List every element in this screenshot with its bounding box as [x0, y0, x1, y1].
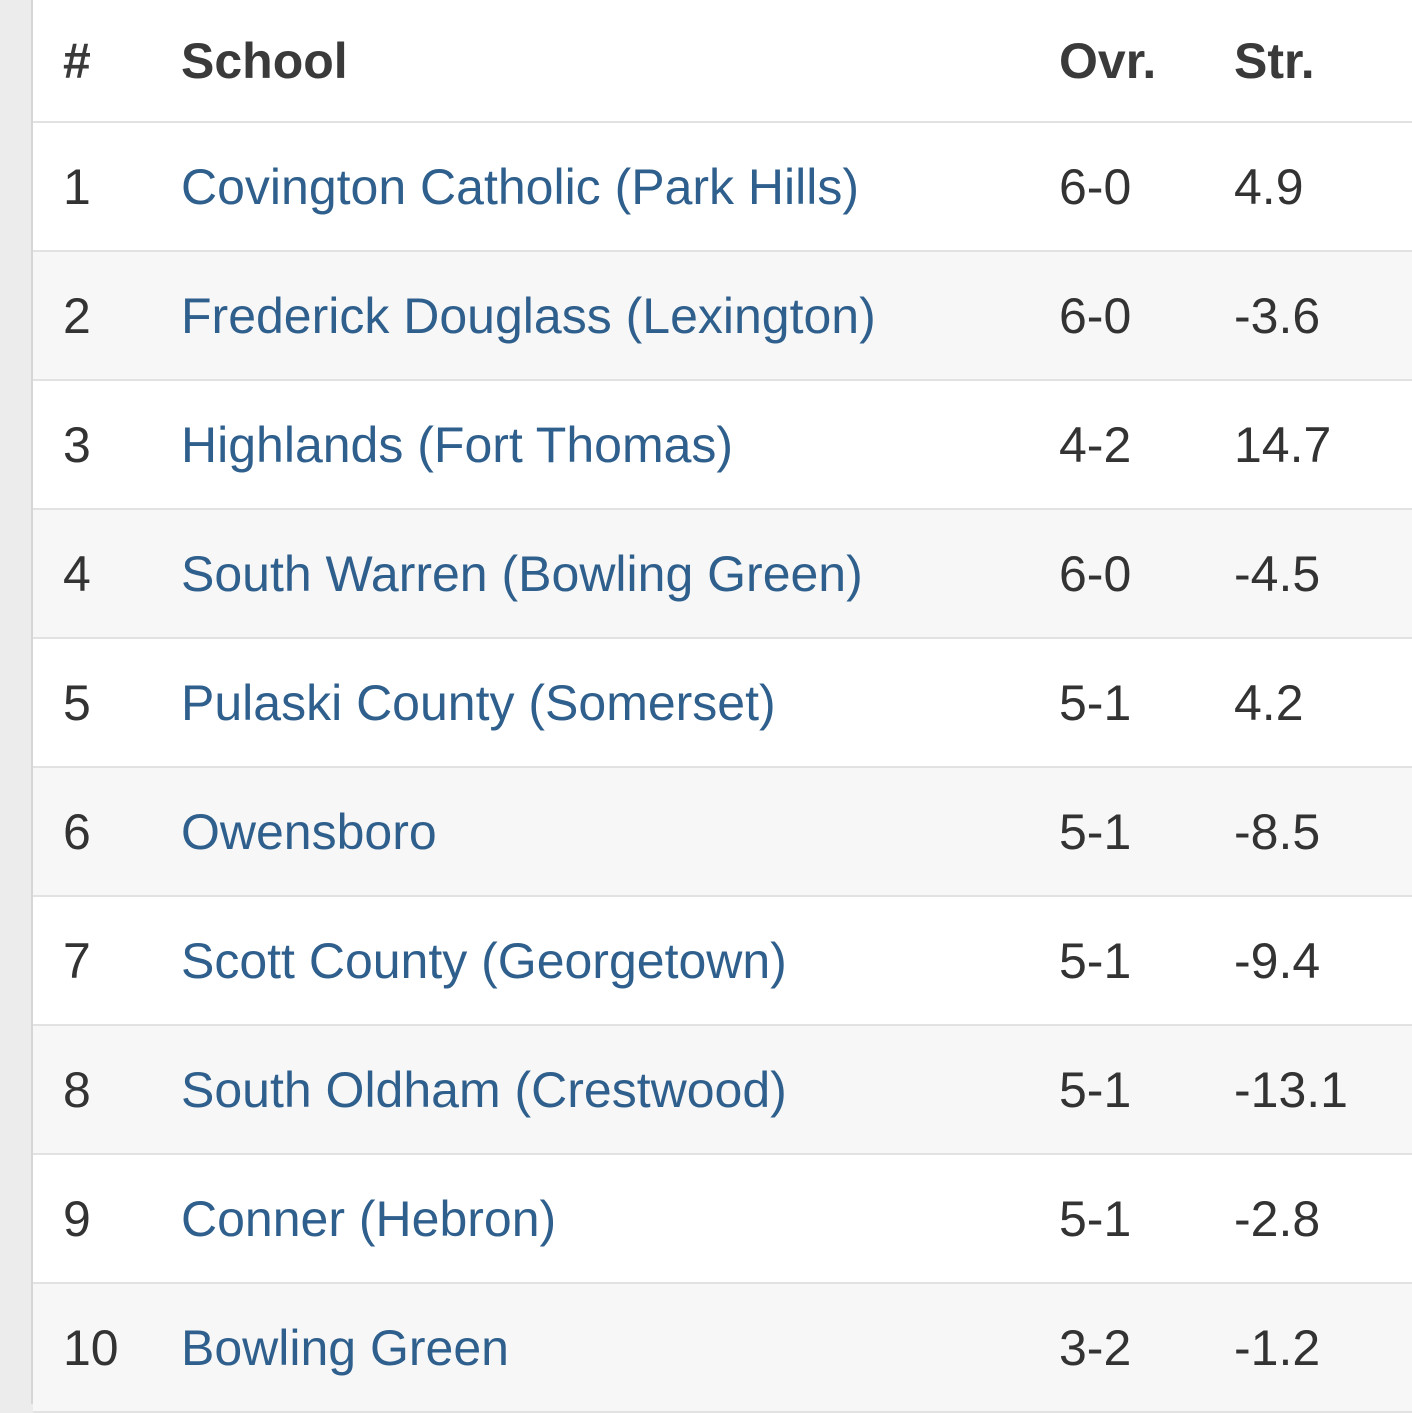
record-header: Ovr. [1059, 32, 1157, 89]
record: 5-1 [1059, 932, 1132, 989]
record: 5-1 [1059, 674, 1132, 731]
rank: 2 [63, 287, 91, 344]
school-link[interactable]: Covington Catholic (Park Hills) [181, 158, 860, 215]
rank: 1 [63, 158, 91, 215]
table-row: 7 Scott County (Georgetown) 5-1 -9.4 [33, 897, 1412, 1026]
strength: -8.5 [1234, 803, 1321, 860]
school-link[interactable]: South Warren (Bowling Green) [181, 545, 863, 602]
record: 5-1 [1059, 803, 1132, 860]
school-link[interactable]: Pulaski County (Somerset) [181, 674, 776, 731]
school-link[interactable]: Owensboro [181, 803, 437, 860]
record: 3-2 [1059, 1319, 1132, 1376]
table-row: 2 Frederick Douglass (Lexington) 6-0 -3.6 [33, 252, 1412, 381]
table-row: 3 Highlands (Fort Thomas) 4-2 14.7 [33, 381, 1412, 510]
strength: 14.7 [1234, 416, 1332, 473]
record: 5-1 [1059, 1061, 1132, 1118]
record: 6-0 [1059, 545, 1132, 602]
rank: 6 [63, 803, 91, 860]
rank-header: # [63, 32, 91, 89]
strength: -3.6 [1234, 287, 1321, 344]
school-link[interactable]: Scott County (Georgetown) [181, 932, 787, 989]
table-row: 5 Pulaski County (Somerset) 5-1 4.2 [33, 639, 1412, 768]
strength-header: Str. [1234, 32, 1315, 89]
school-link[interactable]: Bowling Green [181, 1319, 509, 1376]
school-link[interactable]: South Oldham (Crestwood) [181, 1061, 787, 1118]
record: 4-2 [1059, 416, 1132, 473]
strength: -13.1 [1234, 1061, 1348, 1118]
rankings-table: # School Ovr. Str. 1 Covington Catholic (Park… [31, 0, 1412, 1413]
rank: 3 [63, 416, 91, 473]
rank: 10 [63, 1319, 119, 1376]
table-row: 6 Owensboro 5-1 -8.5 [33, 768, 1412, 897]
header-row: # School Ovr. Str. [33, 0, 1412, 123]
school-link[interactable]: Conner (Hebron) [181, 1190, 557, 1247]
strength: 4.9 [1234, 158, 1304, 215]
strength: -1.2 [1234, 1319, 1321, 1376]
rank: 4 [63, 545, 91, 602]
school-header: School [181, 32, 348, 89]
school-link[interactable]: Highlands (Fort Thomas) [181, 416, 734, 473]
table-row: 8 South Oldham (Crestwood) 5-1 -13.1 [33, 1026, 1412, 1155]
table-row: 9 Conner (Hebron) 5-1 -2.8 [33, 1155, 1412, 1284]
table-row: 1 Covington Catholic (Park Hills) 6-0 4.9 [33, 123, 1412, 252]
table-row: 4 South Warren (Bowling Green) 6-0 -4.5 [33, 510, 1412, 639]
strength: -2.8 [1234, 1190, 1321, 1247]
rank: 8 [63, 1061, 91, 1118]
table-row: 10 Bowling Green 3-2 -1.2 [33, 1284, 1412, 1413]
strength: -9.4 [1234, 932, 1321, 989]
record: 6-0 [1059, 287, 1132, 344]
record: 5-1 [1059, 1190, 1132, 1247]
strength: -4.5 [1234, 545, 1321, 602]
rank: 7 [63, 932, 91, 989]
rank: 9 [63, 1190, 91, 1247]
rank: 5 [63, 674, 91, 731]
school-link[interactable]: Frederick Douglass (Lexington) [181, 287, 876, 344]
strength: 4.2 [1234, 674, 1304, 731]
record: 6-0 [1059, 158, 1132, 215]
